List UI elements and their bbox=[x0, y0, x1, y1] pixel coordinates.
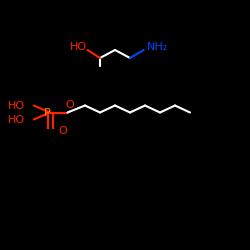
Text: O: O bbox=[58, 126, 67, 136]
Text: HO: HO bbox=[8, 115, 25, 125]
Text: O: O bbox=[66, 100, 74, 110]
Text: NH₂: NH₂ bbox=[147, 42, 168, 52]
Text: HO: HO bbox=[70, 42, 87, 52]
Text: HO: HO bbox=[8, 101, 25, 111]
Text: P: P bbox=[44, 108, 51, 118]
